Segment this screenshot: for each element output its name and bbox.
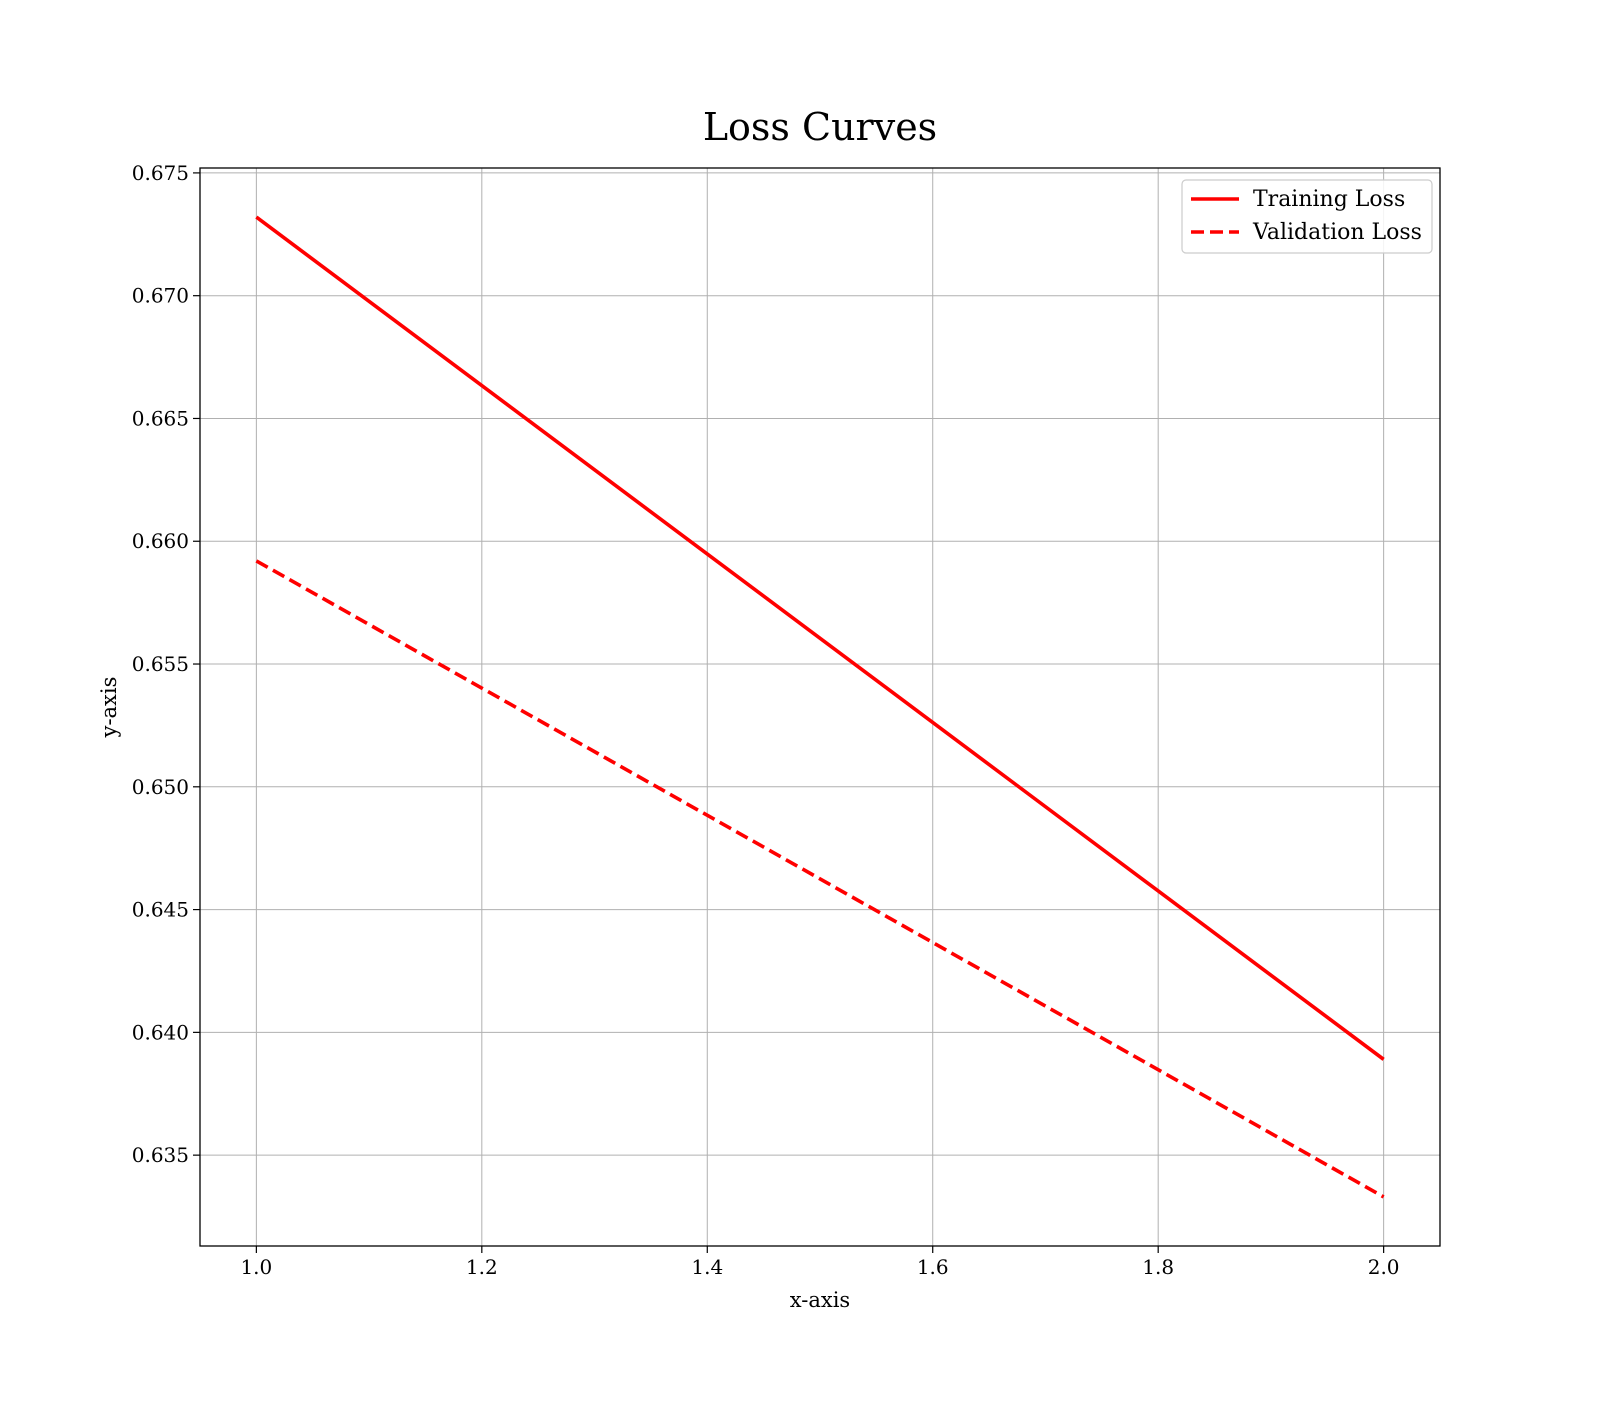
grid-lines: [200, 168, 1440, 1246]
y-axis-label: y-axis: [97, 677, 121, 739]
axis-ticks: 1.0 1.2 1.4 1.6 1.8 2.0 0.635 0.640 0.645 0.650 0.…: [132, 161, 1400, 1279]
y-tick-label: 0.640: [132, 1020, 189, 1044]
x-tick-label: 1.6: [917, 1255, 949, 1279]
x-tick-label: 1.0: [240, 1255, 272, 1279]
x-tick-label: 1.8: [1142, 1255, 1174, 1279]
legend-label: Training Loss: [1253, 187, 1405, 212]
legend: Training Loss Validation Loss: [1181, 179, 1433, 254]
y-tick-label: 0.660: [132, 529, 189, 553]
x-axis-label: x-axis: [790, 1288, 850, 1312]
x-tick-label: 1.2: [466, 1255, 498, 1279]
validation-loss-line: [255, 559, 1385, 1199]
chart-title: Loss Curves: [703, 105, 937, 149]
x-tick-label: 2.0: [1368, 1255, 1400, 1279]
y-tick-label: 0.675: [132, 161, 189, 185]
legend-box: [1181, 179, 1433, 254]
series-lines: [255, 215, 1385, 1199]
y-tick-label: 0.655: [132, 652, 189, 676]
plot-area-frame: [199, 167, 1441, 1247]
training-loss-line: [255, 215, 1385, 1061]
y-tick-label: 0.670: [132, 284, 189, 308]
y-tick-label: 0.665: [132, 406, 189, 430]
x-tick-label: 1.4: [691, 1255, 723, 1279]
y-tick-label: 0.650: [132, 775, 189, 799]
y-tick-label: 0.635: [132, 1143, 189, 1167]
y-tick-label: 0.645: [132, 898, 189, 922]
legend-label: Validation Loss: [1252, 220, 1422, 245]
